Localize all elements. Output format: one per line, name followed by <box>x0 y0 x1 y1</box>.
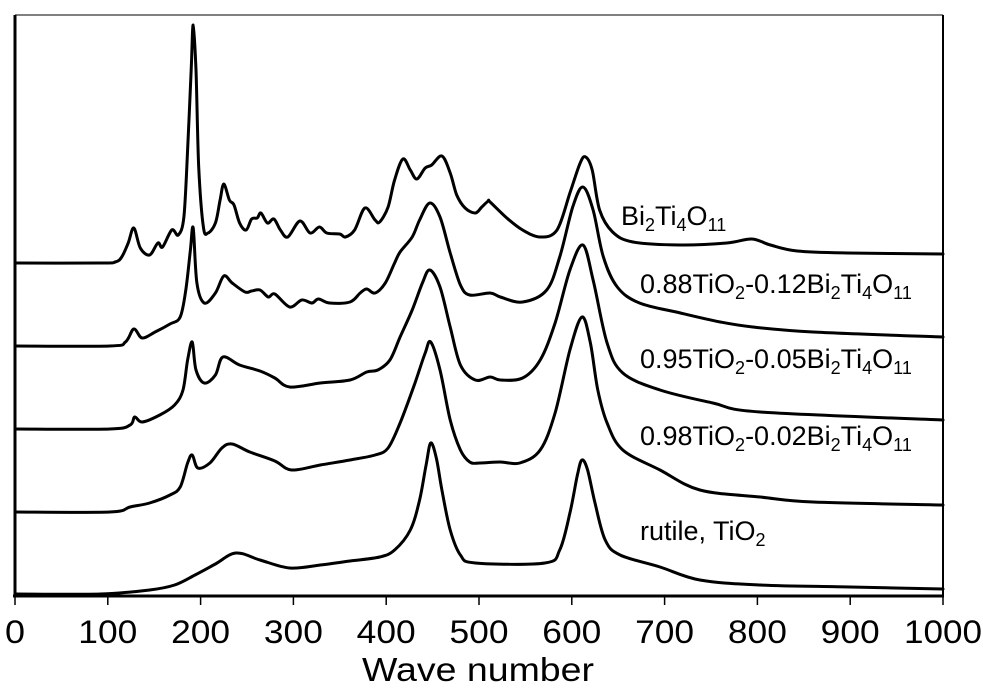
x-tick-label: 600 <box>542 614 601 650</box>
spectrum-line-0-98tio2-0-02bi2ti4o11 <box>13 315 945 514</box>
x-tick-label: 0 <box>5 614 25 650</box>
series-label-bi2ti4o11: Bi2Ti4O11 <box>621 201 726 235</box>
x-tick-label: 400 <box>357 614 416 650</box>
x-tick-label: 1000 <box>904 614 982 650</box>
x-tick-labels: 0 100 200 300 400 500 600 700 800 900 1000 <box>5 614 982 650</box>
x-tick-label: 300 <box>264 614 323 650</box>
series-label-0-88tio2-0-12bi2ti4o11: 0.88TiO2-0.12Bi2Ti4O11 <box>640 269 912 303</box>
x-tick-label: 900 <box>821 614 880 650</box>
x-axis-title: Wave number <box>362 651 594 688</box>
spectra-group <box>13 23 945 596</box>
x-tick-label: 800 <box>728 614 787 650</box>
x-tick-label: 100 <box>78 614 137 650</box>
series-label-0-98tio2-0-02bi2ti4o11: 0.98TiO2-0.02Bi2Ti4O11 <box>640 421 912 455</box>
x-tick-label: 200 <box>171 614 230 650</box>
series-label-rutile-tio2: rutile, TiO2 <box>640 516 766 550</box>
spectrum-line-rutile-tio2 <box>13 441 945 596</box>
x-tick-label: 700 <box>635 614 694 650</box>
spectrum-line-0-88tio2-0-12bi2ti4o11 <box>13 185 945 348</box>
spectrum-line-0-95tio2-0-05bi2ti4o11 <box>13 243 945 431</box>
spectrum-line-bi2ti4o11 <box>13 23 945 265</box>
series-label-0-95tio2-0-05bi2ti4o11: 0.95TiO2-0.05Bi2Ti4O11 <box>640 344 912 378</box>
x-ticks <box>14 596 944 605</box>
series-labels: Bi2Ti4O11 0.88TiO2-0.12Bi2Ti4O11 0.95TiO2-… <box>621 201 912 550</box>
x-tick-label: 500 <box>450 614 509 650</box>
